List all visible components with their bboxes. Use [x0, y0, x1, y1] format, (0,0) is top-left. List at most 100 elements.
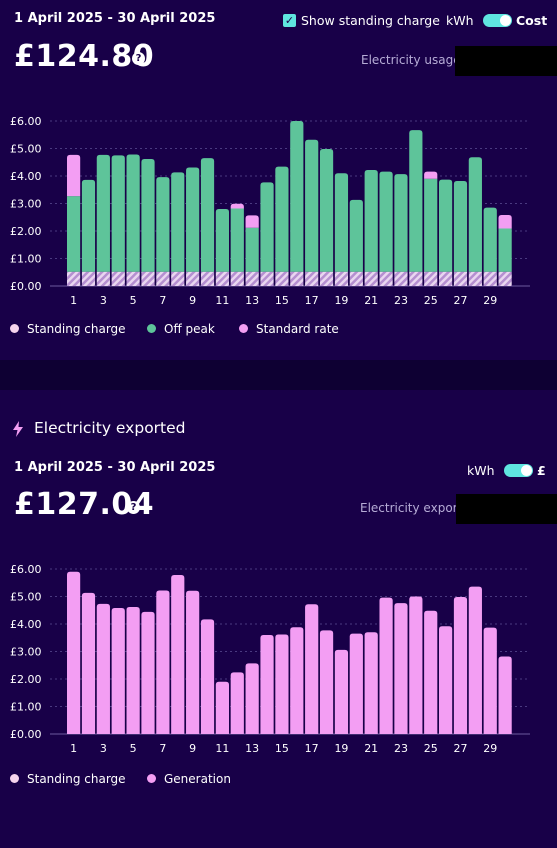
bar-standard-rate[interactable] — [498, 215, 512, 229]
bar-standing-charge[interactable] — [141, 271, 155, 286]
bar-generation[interactable] — [171, 575, 185, 734]
bar-off-peak[interactable] — [424, 178, 438, 272]
bar-off-peak[interactable] — [171, 172, 185, 272]
bar-off-peak[interactable] — [126, 154, 140, 272]
bar-generation[interactable] — [439, 626, 453, 734]
bar-generation[interactable] — [379, 597, 393, 734]
bar-standing-charge[interactable] — [290, 271, 304, 286]
export-date-range[interactable]: 1 April 2025 - 30 April 2025 — [14, 460, 216, 475]
bar-generation[interactable] — [111, 608, 125, 734]
bar-standing-charge[interactable] — [186, 271, 200, 286]
bar-off-peak[interactable] — [394, 174, 408, 272]
legend-item-standing-charge[interactable]: Standing charge — [10, 772, 126, 786]
bar-generation[interactable] — [67, 571, 81, 734]
bar-generation[interactable] — [141, 611, 155, 734]
bar-standing-charge[interactable] — [305, 271, 319, 286]
bar-generation[interactable] — [364, 632, 378, 734]
bar-standing-charge[interactable] — [111, 271, 125, 286]
bar-standing-charge[interactable] — [483, 271, 497, 286]
export-unit-toggle[interactable] — [504, 464, 533, 477]
bar-off-peak[interactable] — [230, 208, 244, 272]
bar-generation[interactable] — [453, 597, 468, 734]
bar-off-peak[interactable] — [215, 209, 229, 272]
legend-item-standing-charge[interactable]: Standing charge — [10, 322, 126, 336]
bar-off-peak[interactable] — [498, 228, 512, 272]
bar-generation[interactable] — [230, 672, 244, 734]
bar-generation[interactable] — [409, 596, 423, 735]
bar-generation[interactable] — [81, 592, 96, 734]
bar-standing-charge[interactable] — [215, 271, 229, 286]
bar-off-peak[interactable] — [483, 207, 497, 272]
bar-standing-charge[interactable] — [349, 271, 363, 286]
bar-off-peak[interactable] — [81, 179, 96, 272]
bar-off-peak[interactable] — [245, 227, 259, 272]
bar-standard-rate[interactable] — [67, 154, 81, 197]
bar-standing-charge[interactable] — [498, 271, 512, 286]
bar-generation[interactable] — [96, 603, 110, 734]
bar-off-peak[interactable] — [96, 154, 110, 272]
bar-generation[interactable] — [349, 633, 363, 734]
bar-standing-charge[interactable] — [126, 271, 140, 286]
bar-standing-charge[interactable] — [334, 271, 349, 286]
legend-item-standard-rate[interactable]: Standard rate — [239, 322, 339, 336]
bar-standing-charge[interactable] — [81, 271, 96, 286]
bar-standing-charge[interactable] — [171, 271, 185, 286]
bar-off-peak[interactable] — [439, 179, 453, 272]
bar-off-peak[interactable] — [200, 158, 215, 272]
bar-generation[interactable] — [305, 604, 319, 734]
bar-off-peak[interactable] — [349, 199, 363, 272]
bar-standing-charge[interactable] — [200, 271, 215, 286]
bar-off-peak[interactable] — [453, 180, 468, 272]
help-icon[interactable]: ? — [127, 501, 140, 514]
bar-standard-rate[interactable] — [230, 203, 244, 209]
bar-generation[interactable] — [394, 603, 408, 734]
bar-standing-charge[interactable] — [364, 271, 378, 286]
bar-standing-charge[interactable] — [439, 271, 453, 286]
bar-off-peak[interactable] — [260, 182, 274, 272]
usage-date-range[interactable]: 1 April 2025 - 30 April 2025 — [14, 11, 216, 26]
legend-item-off-peak[interactable]: Off peak — [147, 322, 215, 336]
bar-standing-charge[interactable] — [230, 271, 244, 286]
bar-generation[interactable] — [200, 619, 215, 734]
bar-off-peak[interactable] — [275, 166, 289, 272]
bar-off-peak[interactable] — [468, 157, 482, 272]
bar-off-peak[interactable] — [379, 171, 393, 272]
bar-generation[interactable] — [468, 586, 482, 734]
bar-off-peak[interactable] — [111, 155, 125, 272]
bar-off-peak[interactable] — [364, 169, 378, 272]
bar-off-peak[interactable] — [141, 158, 155, 272]
bar-standing-charge[interactable] — [424, 271, 438, 286]
bar-standing-charge[interactable] — [379, 271, 393, 286]
bar-standing-charge[interactable] — [468, 271, 482, 286]
bar-standing-charge[interactable] — [453, 271, 468, 286]
help-icon[interactable]: ? — [132, 52, 145, 65]
bar-standing-charge[interactable] — [156, 271, 170, 286]
bar-generation[interactable] — [186, 590, 200, 734]
bar-generation[interactable] — [260, 635, 274, 734]
usage-unit-toggle[interactable] — [483, 14, 512, 27]
bar-standing-charge[interactable] — [319, 271, 334, 286]
bar-generation[interactable] — [498, 656, 512, 734]
bar-generation[interactable] — [424, 610, 438, 734]
bar-generation[interactable] — [275, 634, 289, 734]
bar-off-peak[interactable] — [156, 177, 170, 272]
bar-generation[interactable] — [290, 627, 304, 734]
bar-standard-rate[interactable] — [424, 171, 438, 179]
standing-charge-checkbox[interactable]: ✓ — [283, 14, 296, 27]
bar-generation[interactable] — [483, 627, 497, 734]
standing-charge-label[interactable]: Show standing charge — [301, 13, 440, 28]
bar-standing-charge[interactable] — [275, 271, 289, 286]
bar-off-peak[interactable] — [186, 167, 200, 272]
bar-generation[interactable] — [156, 590, 170, 734]
bar-off-peak[interactable] — [290, 121, 304, 272]
bar-standard-rate[interactable] — [245, 215, 259, 228]
bar-standing-charge[interactable] — [260, 271, 274, 286]
bar-standing-charge[interactable] — [96, 271, 110, 286]
bar-generation[interactable] — [245, 663, 259, 734]
bar-standing-charge[interactable] — [67, 271, 81, 286]
bar-off-peak[interactable] — [334, 173, 349, 272]
bar-off-peak[interactable] — [305, 139, 319, 272]
bar-generation[interactable] — [215, 681, 229, 734]
bar-generation[interactable] — [319, 630, 334, 734]
bar-off-peak[interactable] — [409, 130, 423, 272]
